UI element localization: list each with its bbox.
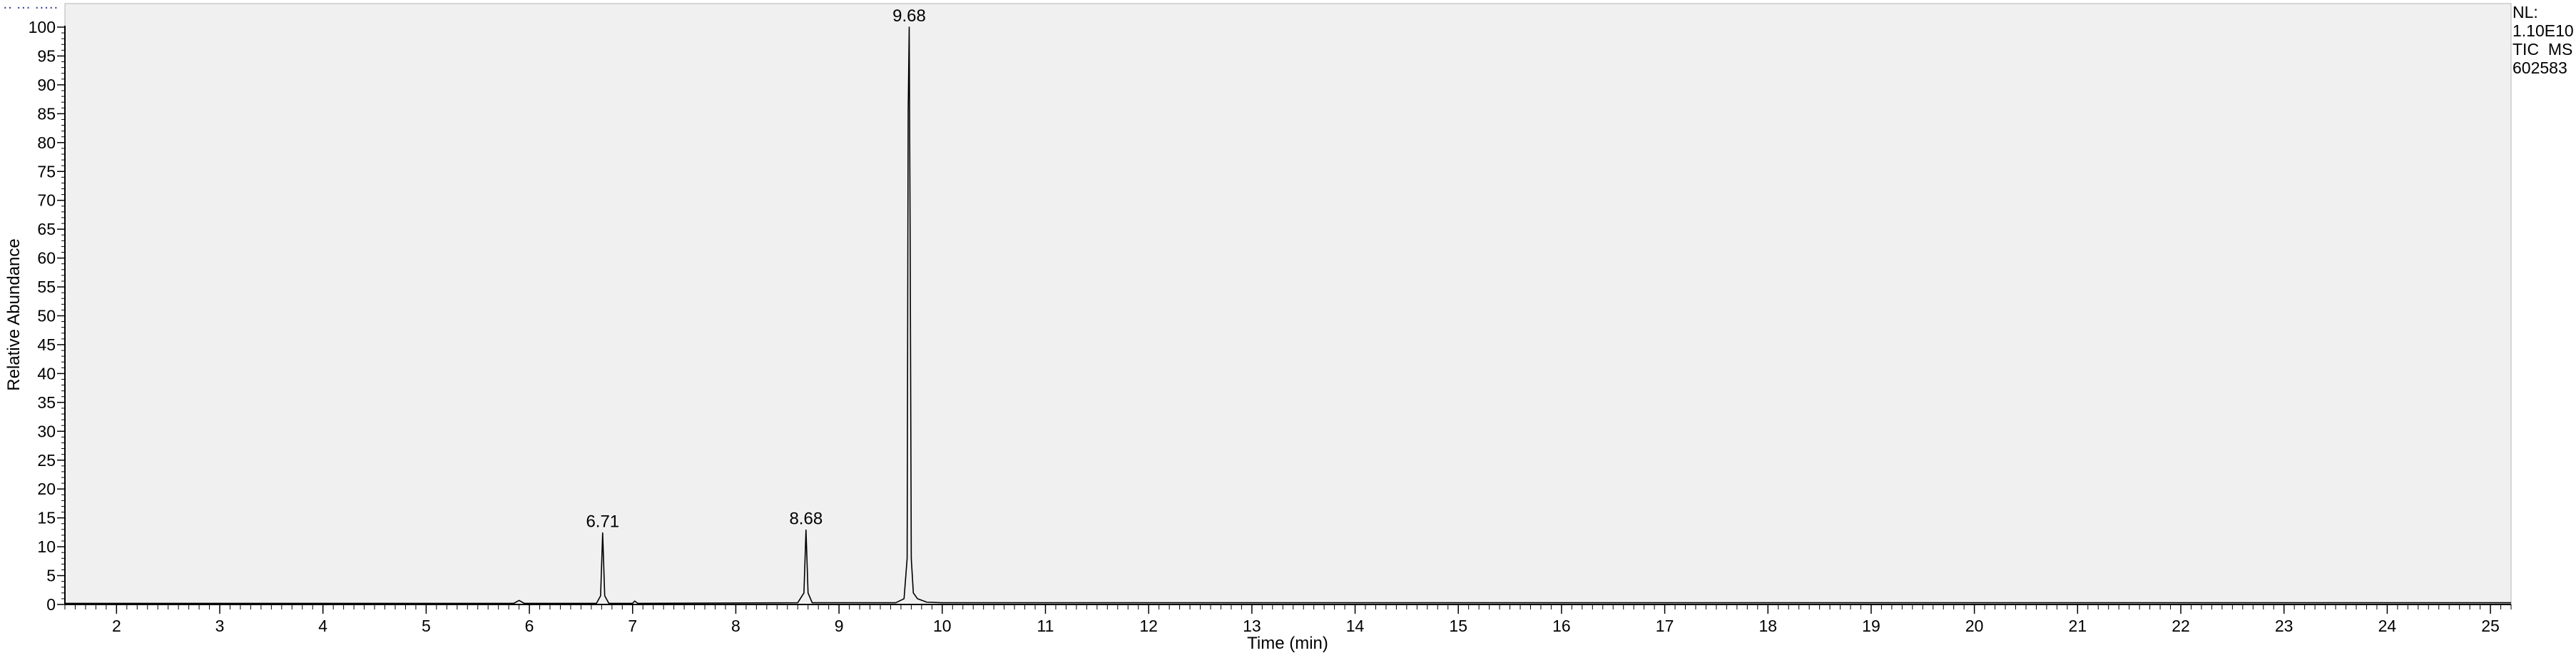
x-tick-label: 11 <box>1037 617 1054 635</box>
x-tick-label: 12 <box>1139 617 1158 635</box>
x-tick-label: 13 <box>1243 617 1261 635</box>
x-tick-label: 8 <box>731 617 740 635</box>
y-tick-label: 80 <box>37 133 56 152</box>
x-tick-label: 20 <box>1965 617 1984 635</box>
y-tick-label: 30 <box>37 422 56 440</box>
y-axis: 0 5 10 15 20 25 30 35 40 45 50 55 60 65 70 75 80 85 90 95 10… <box>29 18 66 614</box>
y-tick-label: 25 <box>37 451 56 470</box>
x-tick-label: 7 <box>628 617 637 635</box>
y-tick-label: 65 <box>37 220 56 238</box>
series-line <box>65 26 2511 604</box>
x-axis: 2 3 4 5 6 7 8 9 10 11 12 13 14 15 16 17 18 19 20 21 22 23 24 25 <box>64 604 2512 635</box>
y-tick-label: 75 <box>37 162 56 181</box>
nl-label: NL: <box>2513 3 2538 21</box>
x-tick-label: 17 <box>1656 617 1674 635</box>
x-tick-label: 10 <box>933 617 952 635</box>
x-tick-label: 14 <box>1346 617 1365 635</box>
peak-label: 9.68 <box>892 6 926 26</box>
y-tick-label: 100 <box>29 18 56 36</box>
y-tick-label: 45 <box>37 335 56 354</box>
x-tick-label: 9 <box>835 617 844 635</box>
y-tick-label: 5 <box>46 567 56 585</box>
y-tick-label: 20 <box>37 480 56 498</box>
y-axis-label: Relative Abundance <box>4 238 24 391</box>
y-tick-label: 95 <box>37 46 56 65</box>
x-tick-label: 25 <box>2481 617 2500 635</box>
x-tick-label: 18 <box>1758 617 1777 635</box>
y-tick-label: 0 <box>46 595 56 614</box>
series-layer <box>65 26 2511 604</box>
nl-value: 1.10E10 <box>2513 21 2574 40</box>
x-tick-label: 15 <box>1449 617 1467 635</box>
y-tick-label: 55 <box>37 278 56 296</box>
x-tick-label: 2 <box>112 617 121 635</box>
x-tick-label: 23 <box>2275 617 2294 635</box>
x-tick-label: 3 <box>215 617 225 635</box>
x-tick-label: 4 <box>318 617 327 635</box>
x-tick-label: 6 <box>525 617 534 635</box>
y-tick-label: 60 <box>37 249 56 268</box>
x-tick-label: 24 <box>2378 617 2397 635</box>
nl-info: NL: 1.10E10 TIC MS 602583 <box>2513 3 2574 77</box>
peak-label: 8.68 <box>789 510 823 529</box>
x-axis-label: Time (min) <box>1247 634 1328 653</box>
x-tick-label: 22 <box>2172 617 2190 635</box>
y-tick-label: 35 <box>37 393 56 412</box>
y-tick-label: 10 <box>37 537 56 556</box>
x-tick-label: 16 <box>1552 617 1571 635</box>
y-tick-label: 50 <box>37 307 56 325</box>
y-tick-label: 40 <box>37 364 56 383</box>
y-tick-label: 15 <box>37 509 56 527</box>
plot-area <box>64 3 2512 605</box>
scan-filter: TIC MS <box>2513 40 2572 59</box>
x-tick-label: 19 <box>1862 617 1880 635</box>
header-mark: ·· ··· ····· <box>3 0 58 16</box>
x-tick-label: 5 <box>422 617 431 635</box>
peak-labels: 6.71 8.68 9.68 <box>586 6 925 532</box>
y-tick-label: 90 <box>37 76 56 94</box>
x-tick-label: 21 <box>2069 617 2087 635</box>
y-tick-label: 85 <box>37 104 56 123</box>
file-id: 602583 <box>2513 59 2567 77</box>
peak-label: 6.71 <box>586 512 619 532</box>
y-tick-label: 70 <box>37 191 56 210</box>
